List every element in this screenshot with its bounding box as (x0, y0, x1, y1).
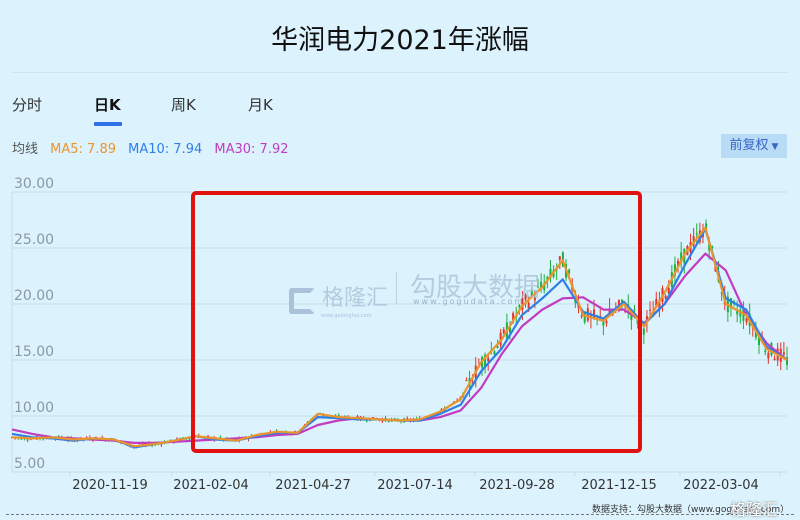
x-tick-label: 2021-07-14 (377, 478, 453, 493)
ma-legend: 均线 MA5: 7.89 MA10: 7.94 MA30: 7.92 (12, 138, 297, 157)
candlesticks (11, 219, 788, 449)
ma10-value: MA10: 7.94 (128, 142, 203, 157)
tab-weekly-k[interactable]: 周K (171, 96, 196, 114)
footer-divider (6, 514, 794, 515)
x-tick-label: 2021-02-04 (173, 478, 249, 493)
ma-lines (11, 226, 788, 449)
ma10-line (11, 227, 788, 449)
caret-down-icon: ▼ (771, 142, 779, 152)
watermark-gogudata: 勾股大数据 (410, 273, 541, 303)
data-source-note: 数据支持：勾股大数据（www.gogudata.com） (592, 505, 790, 515)
y-tick-label: 30.00 (14, 176, 55, 192)
gridlines (11, 191, 787, 476)
active-tab-indicator (94, 122, 122, 126)
watermark-separator (396, 272, 397, 304)
y-tick-label: 10.00 (14, 400, 55, 416)
x-tick-label: 2020-11-19 (72, 478, 148, 493)
ma5-value: MA5: 7.89 (50, 142, 116, 157)
price-adjust-label: 前复权 (729, 138, 769, 153)
ma5-line (11, 226, 788, 448)
x-tick-label: 2021-12-15 (581, 478, 657, 493)
gelonghui-logo-icon (289, 288, 315, 314)
gelonghui-corner-logo: 格隆汇 (730, 500, 779, 519)
ma30-value: MA30: 7.92 (214, 142, 289, 157)
y-tick-label: 25.00 (14, 232, 55, 248)
tab-monthly-k[interactable]: 月K (248, 96, 273, 114)
y-tick-label: 5.00 (14, 456, 46, 472)
y-tick-label: 20.00 (14, 288, 55, 304)
tab-intraday[interactable]: 分时 (12, 96, 43, 114)
header-divider (12, 72, 788, 73)
x-tick-label: 2021-09-28 (479, 478, 555, 493)
highlight-box (191, 191, 642, 453)
price-adjust-dropdown[interactable]: 前复权 ▼ (721, 134, 787, 158)
watermark-gogudata-url: www.gogudata.com (413, 297, 525, 306)
y-tick-label: 15.00 (14, 344, 55, 360)
x-tick-label: 2021-04-27 (275, 478, 351, 493)
watermark-gelonghui: 格隆汇 (322, 286, 389, 311)
chart-title: 华润电力2021年涨幅 (271, 25, 529, 56)
watermark-gelonghui-url: www.gelonghui.com (321, 313, 372, 319)
ma-legend-label: 均线 (12, 142, 39, 157)
x-tick-label: 2022-03-04 (683, 478, 759, 493)
tab-daily-k[interactable]: 日K (94, 96, 121, 114)
